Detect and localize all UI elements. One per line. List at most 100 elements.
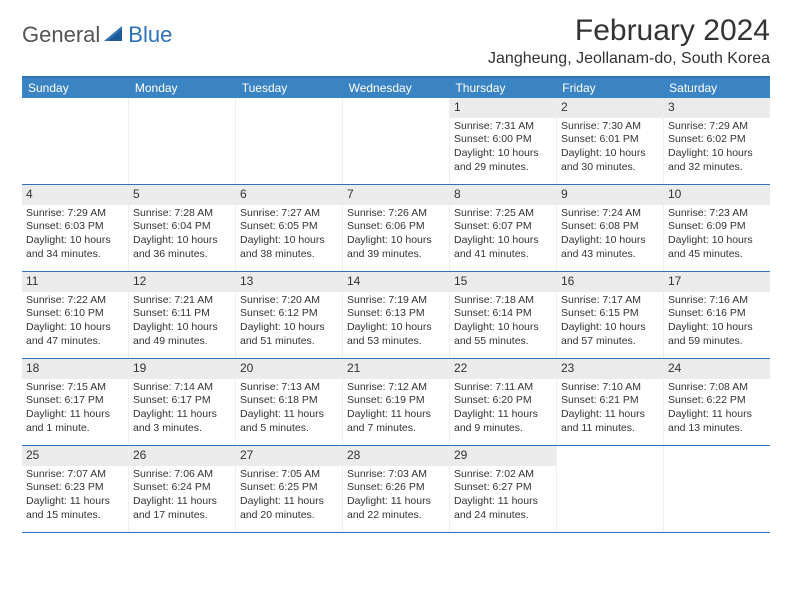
- sunset-text: Sunset: 6:03 PM: [26, 220, 124, 234]
- day-cell: 25Sunrise: 7:07 AMSunset: 6:23 PMDayligh…: [22, 446, 128, 532]
- sunset-text: Sunset: 6:17 PM: [133, 394, 231, 408]
- sunset-text: Sunset: 6:14 PM: [454, 307, 552, 321]
- sunset-text: Sunset: 6:02 PM: [668, 133, 766, 147]
- day-number: 5: [129, 185, 235, 205]
- weekday-header: Friday: [556, 78, 663, 98]
- day-number: 11: [22, 272, 128, 292]
- day-cell: 6Sunrise: 7:27 AMSunset: 6:05 PMDaylight…: [235, 185, 342, 271]
- day-cell: 11Sunrise: 7:22 AMSunset: 6:10 PMDayligh…: [22, 272, 128, 358]
- day-cell: 8Sunrise: 7:25 AMSunset: 6:07 PMDaylight…: [449, 185, 556, 271]
- day-number: 21: [343, 359, 449, 379]
- day-cell: 16Sunrise: 7:17 AMSunset: 6:15 PMDayligh…: [556, 272, 663, 358]
- sunrise-text: Sunrise: 7:31 AM: [454, 120, 552, 134]
- daylight-text: Daylight: 10 hours and 39 minutes.: [347, 234, 445, 261]
- day-cell: 28Sunrise: 7:03 AMSunset: 6:26 PMDayligh…: [342, 446, 449, 532]
- sunrise-text: Sunrise: 7:30 AM: [561, 120, 659, 134]
- weekday-header: Monday: [129, 78, 236, 98]
- sunrise-text: Sunrise: 7:22 AM: [26, 294, 124, 308]
- day-number: 8: [450, 185, 556, 205]
- sunset-text: Sunset: 6:22 PM: [668, 394, 766, 408]
- day-cell: .: [342, 98, 449, 184]
- daylight-text: Daylight: 10 hours and 57 minutes.: [561, 321, 659, 348]
- day-cell: 17Sunrise: 7:16 AMSunset: 6:16 PMDayligh…: [663, 272, 770, 358]
- sunset-text: Sunset: 6:04 PM: [133, 220, 231, 234]
- daylight-text: Daylight: 10 hours and 47 minutes.: [26, 321, 124, 348]
- day-cell: 5Sunrise: 7:28 AMSunset: 6:04 PMDaylight…: [128, 185, 235, 271]
- day-details: Sunrise: 7:20 AMSunset: 6:12 PMDaylight:…: [240, 294, 338, 349]
- calendar: SundayMondayTuesdayWednesdayThursdayFrid…: [22, 76, 770, 533]
- sunrise-text: Sunrise: 7:13 AM: [240, 381, 338, 395]
- sunrise-text: Sunrise: 7:02 AM: [454, 468, 552, 482]
- day-details: Sunrise: 7:16 AMSunset: 6:16 PMDaylight:…: [668, 294, 766, 349]
- day-details: Sunrise: 7:13 AMSunset: 6:18 PMDaylight:…: [240, 381, 338, 436]
- daylight-text: Daylight: 11 hours and 13 minutes.: [668, 408, 766, 435]
- day-cell: 18Sunrise: 7:15 AMSunset: 6:17 PMDayligh…: [22, 359, 128, 445]
- day-cell: 1Sunrise: 7:31 AMSunset: 6:00 PMDaylight…: [449, 98, 556, 184]
- day-details: Sunrise: 7:05 AMSunset: 6:25 PMDaylight:…: [240, 468, 338, 523]
- day-details: Sunrise: 7:03 AMSunset: 6:26 PMDaylight:…: [347, 468, 445, 523]
- day-details: Sunrise: 7:10 AMSunset: 6:21 PMDaylight:…: [561, 381, 659, 436]
- sunrise-text: Sunrise: 7:18 AM: [454, 294, 552, 308]
- sunset-text: Sunset: 6:13 PM: [347, 307, 445, 321]
- sunrise-text: Sunrise: 7:29 AM: [668, 120, 766, 134]
- day-number: 7: [343, 185, 449, 205]
- day-number: 16: [557, 272, 663, 292]
- day-cell: 9Sunrise: 7:24 AMSunset: 6:08 PMDaylight…: [556, 185, 663, 271]
- sunrise-text: Sunrise: 7:16 AM: [668, 294, 766, 308]
- sunset-text: Sunset: 6:20 PM: [454, 394, 552, 408]
- day-number: 27: [236, 446, 342, 466]
- day-number: 6: [236, 185, 342, 205]
- week-row: 4Sunrise: 7:29 AMSunset: 6:03 PMDaylight…: [22, 185, 770, 272]
- day-details: Sunrise: 7:06 AMSunset: 6:24 PMDaylight:…: [133, 468, 231, 523]
- day-details: Sunrise: 7:22 AMSunset: 6:10 PMDaylight:…: [26, 294, 124, 349]
- sunrise-text: Sunrise: 7:27 AM: [240, 207, 338, 221]
- sunrise-text: Sunrise: 7:17 AM: [561, 294, 659, 308]
- day-number: 18: [22, 359, 128, 379]
- daylight-text: Daylight: 10 hours and 53 minutes.: [347, 321, 445, 348]
- day-number: 3: [664, 98, 770, 118]
- day-cell: 24Sunrise: 7:08 AMSunset: 6:22 PMDayligh…: [663, 359, 770, 445]
- sunset-text: Sunset: 6:19 PM: [347, 394, 445, 408]
- sunset-text: Sunset: 6:01 PM: [561, 133, 659, 147]
- day-number: 26: [129, 446, 235, 466]
- day-number: 20: [236, 359, 342, 379]
- day-number: 12: [129, 272, 235, 292]
- daylight-text: Daylight: 10 hours and 55 minutes.: [454, 321, 552, 348]
- daylight-text: Daylight: 10 hours and 45 minutes.: [668, 234, 766, 261]
- sunrise-text: Sunrise: 7:29 AM: [26, 207, 124, 221]
- day-details: Sunrise: 7:08 AMSunset: 6:22 PMDaylight:…: [668, 381, 766, 436]
- day-details: Sunrise: 7:15 AMSunset: 6:17 PMDaylight:…: [26, 381, 124, 436]
- sunrise-text: Sunrise: 7:08 AM: [668, 381, 766, 395]
- day-details: Sunrise: 7:29 AMSunset: 6:02 PMDaylight:…: [668, 120, 766, 175]
- sunrise-text: Sunrise: 7:03 AM: [347, 468, 445, 482]
- day-details: Sunrise: 7:02 AMSunset: 6:27 PMDaylight:…: [454, 468, 552, 523]
- page-title: February 2024: [488, 14, 770, 48]
- week-row: 11Sunrise: 7:22 AMSunset: 6:10 PMDayligh…: [22, 272, 770, 359]
- day-details: Sunrise: 7:27 AMSunset: 6:05 PMDaylight:…: [240, 207, 338, 262]
- day-number: 19: [129, 359, 235, 379]
- day-number: 23: [557, 359, 663, 379]
- day-cell: 15Sunrise: 7:18 AMSunset: 6:14 PMDayligh…: [449, 272, 556, 358]
- location-subtitle: Jangheung, Jeollanam-do, South Korea: [488, 50, 770, 68]
- daylight-text: Daylight: 10 hours and 43 minutes.: [561, 234, 659, 261]
- day-details: Sunrise: 7:07 AMSunset: 6:23 PMDaylight:…: [26, 468, 124, 523]
- daylight-text: Daylight: 10 hours and 38 minutes.: [240, 234, 338, 261]
- daylight-text: Daylight: 10 hours and 51 minutes.: [240, 321, 338, 348]
- sunrise-text: Sunrise: 7:28 AM: [133, 207, 231, 221]
- daylight-text: Daylight: 10 hours and 41 minutes.: [454, 234, 552, 261]
- day-number: 1: [450, 98, 556, 118]
- title-block: February 2024 Jangheung, Jeollanam-do, S…: [488, 14, 770, 68]
- daylight-text: Daylight: 10 hours and 32 minutes.: [668, 147, 766, 174]
- sunrise-text: Sunrise: 7:20 AM: [240, 294, 338, 308]
- day-details: Sunrise: 7:14 AMSunset: 6:17 PMDaylight:…: [133, 381, 231, 436]
- daylight-text: Daylight: 11 hours and 17 minutes.: [133, 495, 231, 522]
- day-details: Sunrise: 7:25 AMSunset: 6:07 PMDaylight:…: [454, 207, 552, 262]
- sunset-text: Sunset: 6:08 PM: [561, 220, 659, 234]
- day-details: Sunrise: 7:17 AMSunset: 6:15 PMDaylight:…: [561, 294, 659, 349]
- sunrise-text: Sunrise: 7:05 AM: [240, 468, 338, 482]
- week-row: 25Sunrise: 7:07 AMSunset: 6:23 PMDayligh…: [22, 446, 770, 533]
- sunrise-text: Sunrise: 7:15 AM: [26, 381, 124, 395]
- logo-triangle-icon: [104, 23, 126, 41]
- daylight-text: Daylight: 11 hours and 5 minutes.: [240, 408, 338, 435]
- day-cell: 19Sunrise: 7:14 AMSunset: 6:17 PMDayligh…: [128, 359, 235, 445]
